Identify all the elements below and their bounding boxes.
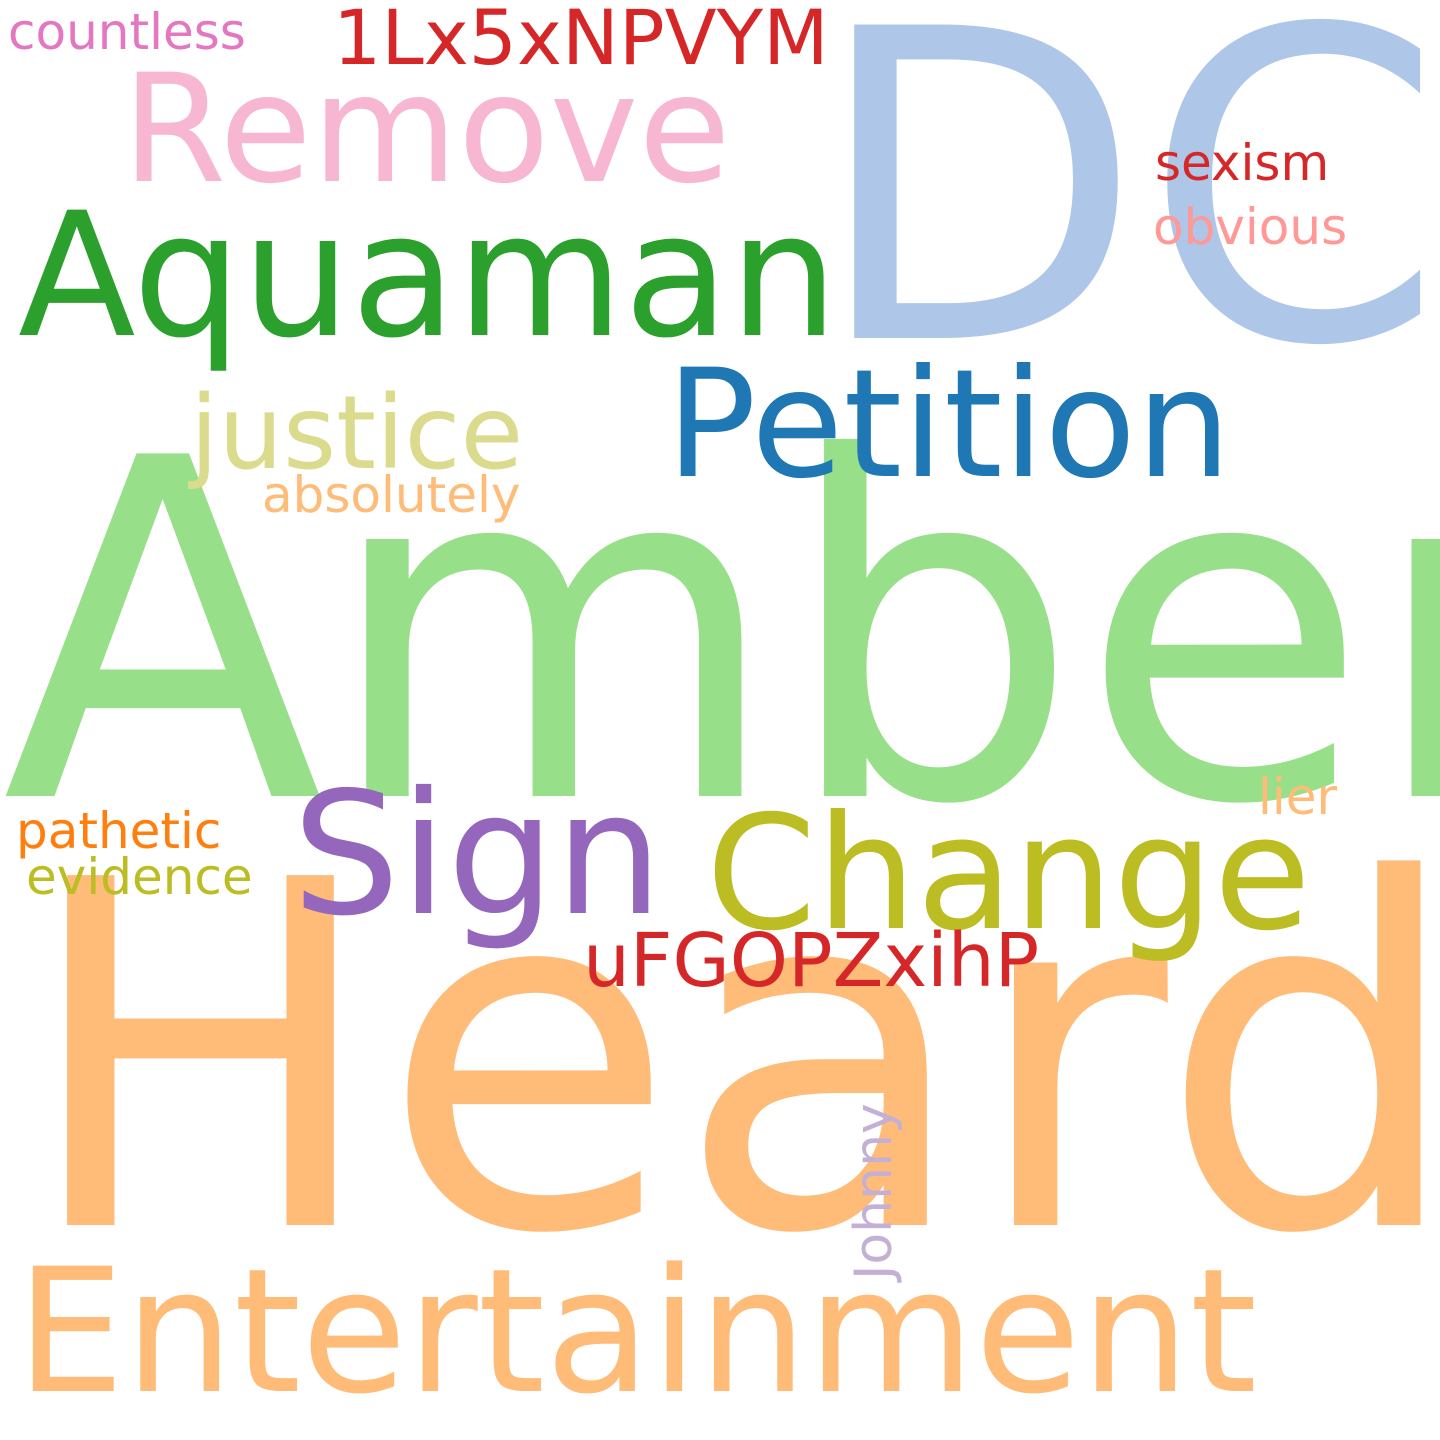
word-dc: DC <box>812 0 1440 440</box>
word-lier: lier <box>1258 768 1338 826</box>
word-petition: Petition <box>666 338 1232 512</box>
word-absolutely: absolutely <box>262 466 521 524</box>
word-justice: justice <box>190 374 524 493</box>
word-code-1: 1Lx5xNPVYM <box>333 0 829 82</box>
word-johnny: Johnny <box>844 1103 904 1280</box>
word-heard: Heard <box>20 780 1440 1339</box>
word-aquaman: Aquaman <box>18 175 839 376</box>
word-remove: Remove <box>122 43 731 217</box>
word-evidence: evidence <box>26 848 253 906</box>
word-countless: countless <box>8 3 246 61</box>
word-sign: Sign <box>292 756 663 954</box>
word-obvious: obvious <box>1153 198 1348 256</box>
word-code-2: uFGOPZxihP <box>583 918 1040 1004</box>
word-change: Change <box>706 782 1311 966</box>
word-amber: Amber <box>2 360 1440 907</box>
word-sexism: sexism <box>1155 134 1330 192</box>
word-pathetic: pathetic <box>16 802 222 860</box>
word-entertainment: Entertainment <box>16 1231 1258 1432</box>
